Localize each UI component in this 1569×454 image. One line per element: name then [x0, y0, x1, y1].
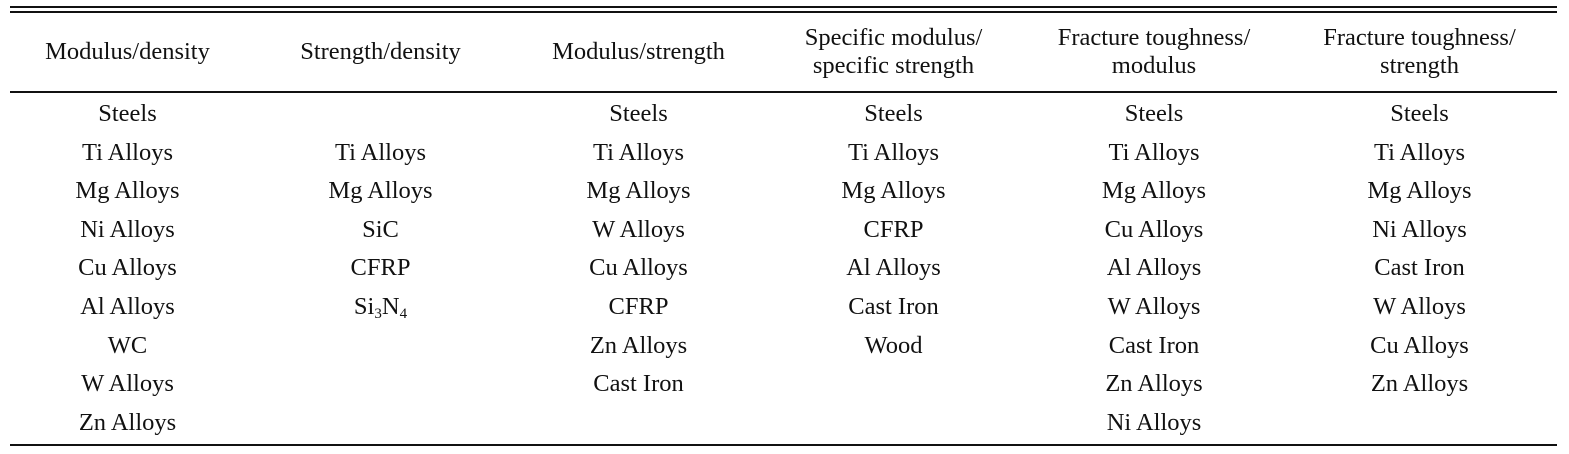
- table-cell: Zn Alloys: [589, 331, 688, 359]
- table-cell: Ti Alloys: [592, 138, 685, 166]
- table-cell: Mg Alloys: [841, 177, 946, 205]
- column-fracture-toughness-strength: Steels Ti Alloys Mg Alloys Ni Alloys Cas…: [1282, 96, 1557, 443]
- header-separator-rule: [10, 91, 1557, 93]
- table-cell: Steels: [864, 100, 923, 127]
- table-cell: Al Alloys: [1106, 254, 1202, 282]
- header-fracture-toughness-strength: Fracture toughness/ strength: [1323, 24, 1516, 79]
- table-cell: CFRP: [608, 292, 669, 320]
- table-cell: Cast Iron: [593, 370, 684, 398]
- column-specific-modulus-specific-strength: Steels Ti Alloys Mg Alloys CFRP Al Alloy…: [761, 96, 1026, 443]
- table-cell: Ti Alloys: [81, 138, 174, 166]
- table-bottom-rule: [10, 444, 1557, 446]
- table-cell: Ni Alloys: [80, 215, 175, 243]
- table-cell: Ti Alloys: [334, 138, 427, 166]
- table-cell: Ni Alloys: [1106, 408, 1202, 436]
- table-cell: SiC: [362, 215, 399, 243]
- table-cell: Cast Iron: [1108, 331, 1200, 359]
- table-cell: Cu Alloys: [589, 254, 688, 282]
- table-cell: Al Alloys: [846, 254, 941, 282]
- table-cell: Steels: [1124, 100, 1184, 127]
- column-fracture-toughness-modulus: Steels Ti Alloys Mg Alloys Cu Alloys Al …: [1026, 96, 1282, 443]
- table-cell: Wood: [864, 331, 923, 359]
- table-cell: Mg Alloys: [328, 177, 433, 205]
- table-cell: Mg Alloys: [1367, 177, 1472, 205]
- table-cell: Mg Alloys: [586, 177, 691, 205]
- table-cell: Steels: [98, 100, 157, 127]
- table-cell: CFRP: [350, 254, 411, 282]
- table-cell: Cast Iron: [1374, 254, 1465, 282]
- column-modulus-strength: Steels Ti Alloys Mg Alloys W Alloys Cu A…: [516, 96, 761, 443]
- header-modulus-strength: Modulus/strength: [552, 38, 725, 65]
- table-cell: Ti Alloys: [1108, 138, 1200, 166]
- header-strength-density: Strength/density: [300, 38, 461, 65]
- table-cell: Mg Alloys: [1101, 177, 1207, 205]
- table-cell: Zn Alloys: [1105, 370, 1203, 398]
- column-strength-density: Ti Alloys Mg Alloys SiC CFRP Si3N4: [245, 96, 516, 443]
- table-cell: Cast Iron: [848, 292, 939, 320]
- table-cell: WC: [107, 331, 148, 359]
- table-cell: W Alloys: [1107, 292, 1201, 320]
- header-specific-modulus-specific-strength: Specific modulus/ specific strength: [804, 24, 983, 79]
- column-modulus-density: Steels Ti Alloys Mg Alloys Ni Alloys Cu …: [10, 96, 245, 443]
- table-cell-formula: Si3N4: [353, 292, 408, 322]
- table-header-row: Modulus/density Strength/density Modulus…: [10, 14, 1557, 90]
- table-body: Steels Ti Alloys Mg Alloys Ni Alloys Cu …: [10, 96, 1557, 443]
- table-cell: Steels: [1390, 100, 1449, 127]
- table-cell: W Alloys: [81, 370, 174, 398]
- table-cell: Cu Alloys: [78, 254, 177, 282]
- table-cell: Zn Alloys: [1370, 370, 1469, 398]
- table-cell: Cu Alloys: [1104, 215, 1204, 243]
- table-cell: Mg Alloys: [75, 177, 180, 205]
- header-fracture-toughness-modulus: Fracture toughness/ modulus: [1057, 24, 1251, 79]
- table-top-rule: [10, 6, 1557, 8]
- table-cell: Ti Alloys: [847, 138, 940, 166]
- table-cell: Ni Alloys: [1372, 215, 1467, 243]
- table-cell: Zn Alloys: [78, 408, 177, 436]
- table-cell: Ti Alloys: [1373, 138, 1466, 166]
- table-top-rule-inner: [10, 11, 1557, 13]
- table-cell: Steels: [609, 100, 668, 127]
- table-cell: W Alloys: [592, 215, 685, 243]
- table-cell: Al Alloys: [80, 292, 175, 320]
- header-modulus-density: Modulus/density: [45, 38, 210, 65]
- table-cell: Cu Alloys: [1370, 331, 1469, 359]
- table-cell: CFRP: [863, 215, 924, 243]
- table-cell: W Alloys: [1373, 292, 1466, 320]
